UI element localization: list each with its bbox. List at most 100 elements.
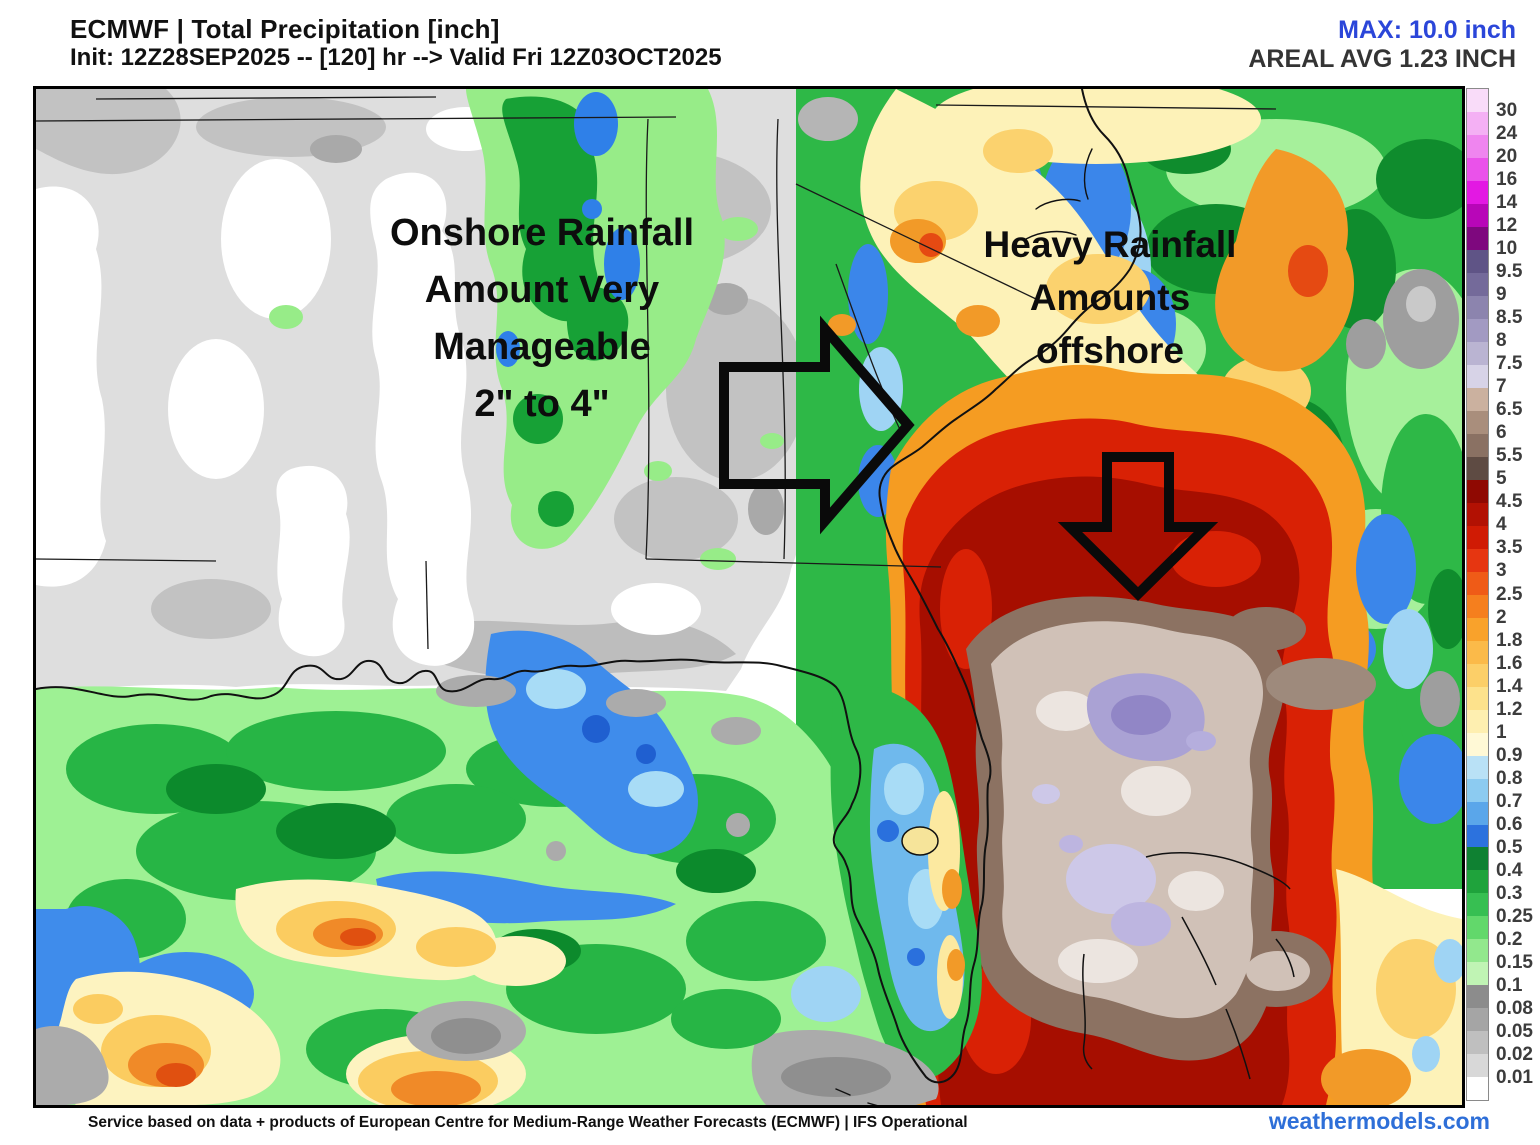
colorbar-segment [1467, 801, 1488, 825]
colorbar-tick-label: 0.25 [1496, 905, 1533, 927]
colorbar-tick-label: 6 [1496, 422, 1507, 444]
colorbar-tick-label: 5.5 [1496, 445, 1523, 467]
colorbar-tick-label: 10 [1496, 238, 1518, 260]
colorbar-segment [1467, 249, 1488, 273]
colorbar-tick-label: 8 [1496, 330, 1507, 352]
offshore-line-3: offshore [1036, 330, 1184, 371]
colorbar-segment [1467, 410, 1488, 434]
colorbar-segment [1467, 1077, 1488, 1101]
colorbar-tick-label: 3 [1496, 560, 1507, 582]
colorbar-tick-label: 0.6 [1496, 813, 1523, 835]
colorbar-tick-label: 0.2 [1496, 928, 1523, 950]
onshore-line-3: Manageable [433, 326, 651, 368]
colorbar-segment [1467, 387, 1488, 411]
lake-okeechobee [901, 826, 939, 856]
offshore-line-2: Amounts [1029, 277, 1191, 318]
colorbar-tick-label: 0.1 [1496, 974, 1523, 996]
colorbar-tick-label: 1.2 [1496, 698, 1523, 720]
northwest-green-cluster [269, 89, 784, 570]
colorbar-tick-label: 0.8 [1496, 767, 1523, 789]
init-valid-line: Init: 12Z28SEP2025 -- [120] hr --> Valid… [70, 44, 722, 71]
annotation-arrows [719, 315, 1219, 602]
precipitation-map [33, 86, 1465, 1108]
colorbar-tick-label: 8.5 [1496, 307, 1523, 329]
colorbar-tick-label: 4.5 [1496, 491, 1523, 513]
colorbar-segment [1467, 1008, 1488, 1032]
colorbar-segment [1467, 755, 1488, 779]
colorbar-tick-label: 0.08 [1496, 997, 1533, 1019]
colorbar-segment [1467, 893, 1488, 917]
colorbar-segment [1467, 89, 1488, 112]
colorbar-tick-label: 1.8 [1496, 629, 1523, 651]
onshore-line-2: Amount Very [424, 269, 660, 311]
colorbar-segment [1467, 318, 1488, 342]
colorbar-segment [1467, 548, 1488, 572]
colorbar-segment [1467, 203, 1488, 227]
onshore-annotation: Onshore Rainfall Amount Very Manageable … [282, 205, 802, 433]
colorbar-segment [1467, 502, 1488, 526]
colorbar-segment [1467, 1054, 1488, 1078]
colorbar-segment [1467, 847, 1488, 871]
colorbar-segment [1467, 824, 1488, 848]
colorbar-segment [1467, 617, 1488, 641]
colorbar-segment [1467, 525, 1488, 549]
colorbar-tick-label: 16 [1496, 169, 1518, 191]
florida-peninsula [671, 685, 982, 1105]
colorbar-segment [1467, 663, 1488, 687]
colorbar-segment [1467, 134, 1488, 158]
page-title: ECMWF | Total Precipitation [inch] [70, 14, 500, 44]
east-edge-bands [1321, 414, 1462, 1105]
brand-link[interactable]: weathermodels.com [1268, 1108, 1490, 1134]
data-credit: Service based on data + products of Euro… [88, 1114, 968, 1131]
colorbar-tick-label: 0.01 [1496, 1066, 1533, 1088]
colorbar-segment [1467, 939, 1488, 963]
precip-colorbar-labels: 30 24 20 16 14 12 10 9.5 9 8.5 8 7.5 7 6.5 6 5.5 5 4.5 4 3.… [1496, 88, 1540, 1101]
colorbar-segment [1467, 640, 1488, 664]
colorbar-tick-label: 0.5 [1496, 836, 1523, 858]
colorbar-tick-label: 0.7 [1496, 790, 1523, 812]
colorbar-segment [1467, 157, 1488, 181]
colorbar-tick-label: 0.02 [1496, 1043, 1533, 1065]
colorbar-segment [1467, 341, 1488, 365]
colorbar-segment [1467, 1031, 1488, 1055]
colorbar-tick-label: 3.5 [1496, 537, 1523, 559]
colorbar-segment [1467, 180, 1488, 204]
onshore-line-4: 2" to 4" [474, 383, 610, 425]
colorbar-tick-label: 7 [1496, 376, 1507, 398]
colorbar-segment [1467, 364, 1488, 388]
colorbar-tick-label: 12 [1496, 215, 1518, 237]
colorbar-segment [1467, 111, 1488, 135]
colorbar-segment [1467, 571, 1488, 595]
colorbar-tick-label: 1.6 [1496, 652, 1523, 674]
colorbar-tick-label: 0.4 [1496, 859, 1523, 881]
precip-field-svg [36, 89, 1462, 1105]
colorbar-tick-label: 1 [1496, 721, 1507, 743]
colorbar-tick-label: 4 [1496, 514, 1507, 536]
coastline [36, 89, 1142, 1105]
colorbar-segment [1467, 456, 1488, 480]
colorbar-segment [1467, 709, 1488, 733]
colorbar-tick-label: 7.5 [1496, 353, 1523, 375]
colorbar-tick-label: 24 [1496, 123, 1518, 145]
colorbar-segment [1467, 686, 1488, 710]
colorbar-tick-label: 9 [1496, 284, 1507, 306]
offshore-line-1: Heavy Rainfall [983, 224, 1237, 265]
colorbar-segment [1467, 778, 1488, 802]
colorbar-tick-label: 14 [1496, 192, 1518, 214]
precip-colorbar [1466, 88, 1489, 1101]
bahamas-islands [1082, 852, 1295, 1080]
colorbar-tick-label: 0.9 [1496, 744, 1523, 766]
colorbar-segment [1467, 870, 1488, 894]
colorbar-tick-label: 20 [1496, 146, 1518, 168]
colorbar-tick-label: 1.4 [1496, 675, 1523, 697]
colorbar-tick-label: 0.3 [1496, 882, 1523, 904]
colorbar-segment [1467, 226, 1488, 250]
colorbar-segment [1467, 985, 1488, 1009]
right-arrow-icon [719, 315, 915, 535]
colorbar-tick-label: 30 [1496, 100, 1518, 122]
colorbar-tick-label: 5 [1496, 468, 1507, 490]
offshore-annotation: Heavy Rainfall Amounts offshore [910, 218, 1310, 377]
colorbar-tick-label: 0.15 [1496, 951, 1533, 973]
colorbar-tick-label: 9.5 [1496, 261, 1523, 283]
colorbar-segment [1467, 962, 1488, 986]
